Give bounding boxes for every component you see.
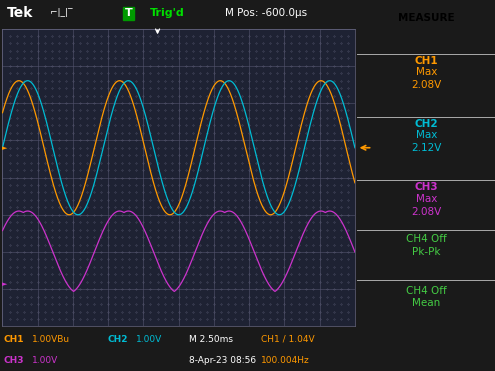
Text: Pk-Pk: Pk-Pk	[412, 247, 441, 256]
Text: ⌐|_|‾: ⌐|_|‾	[50, 8, 73, 17]
Text: Trig'd: Trig'd	[150, 9, 185, 18]
Text: CH2: CH2	[414, 119, 438, 129]
Text: M 2.50ms: M 2.50ms	[190, 335, 234, 344]
Text: 1.00V: 1.00V	[136, 335, 162, 344]
Text: MEASURE: MEASURE	[398, 13, 454, 23]
Text: 8-Apr-23 08:56: 8-Apr-23 08:56	[190, 356, 256, 365]
Text: M Pos: -600.0μs: M Pos: -600.0μs	[225, 9, 307, 18]
Text: 2.12V: 2.12V	[411, 143, 442, 152]
Text: 2.08V: 2.08V	[411, 207, 442, 217]
Text: 1.00V: 1.00V	[32, 356, 58, 365]
Text: 1.00VBu: 1.00VBu	[32, 335, 70, 344]
Text: ►: ►	[2, 280, 7, 287]
Text: CH1: CH1	[414, 56, 438, 66]
Text: ►: ►	[2, 145, 7, 151]
Text: Max: Max	[415, 194, 437, 204]
Text: CH3: CH3	[3, 356, 24, 365]
Text: 2.08V: 2.08V	[411, 80, 442, 89]
Text: CH4 Off: CH4 Off	[406, 234, 446, 244]
Text: T: T	[125, 9, 133, 18]
Text: Tek: Tek	[7, 6, 34, 20]
Text: 100.004Hz: 100.004Hz	[261, 356, 310, 365]
Text: Mean: Mean	[412, 299, 441, 308]
Text: CH1 / 1.04V: CH1 / 1.04V	[261, 335, 314, 344]
Text: CH2: CH2	[107, 335, 128, 344]
Text: Max: Max	[415, 68, 437, 77]
Text: CH4 Off: CH4 Off	[406, 286, 446, 296]
Text: Max: Max	[415, 131, 437, 140]
Text: CH3: CH3	[414, 183, 438, 192]
Text: CH1: CH1	[3, 335, 24, 344]
